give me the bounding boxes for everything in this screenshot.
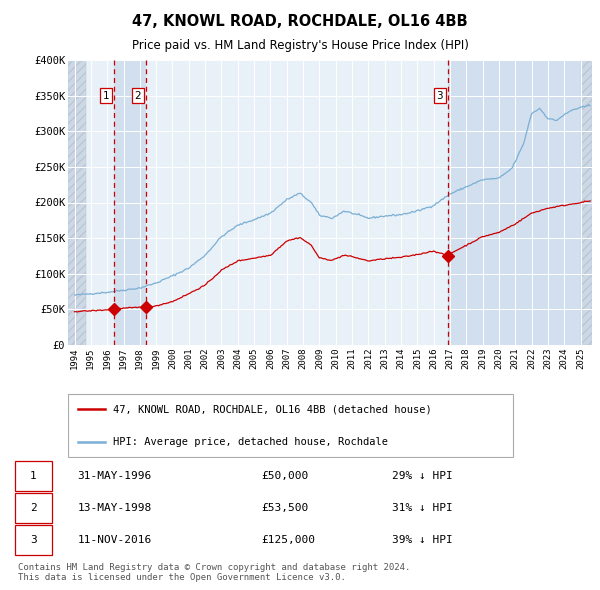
Text: £50,000: £50,000 [262, 471, 308, 481]
Text: 31-MAY-1996: 31-MAY-1996 [77, 471, 152, 481]
Text: 1: 1 [103, 91, 109, 101]
Text: Contains HM Land Registry data © Crown copyright and database right 2024.
This d: Contains HM Land Registry data © Crown c… [18, 563, 410, 582]
FancyBboxPatch shape [68, 394, 514, 457]
Text: 3: 3 [436, 91, 443, 101]
Bar [581, 60, 592, 345]
Text: 39% ↓ HPI: 39% ↓ HPI [392, 535, 453, 545]
Text: 3: 3 [30, 535, 37, 545]
Text: 29% ↓ HPI: 29% ↓ HPI [392, 471, 453, 481]
Text: 47, KNOWL ROAD, ROCHDALE, OL16 4BB (detached house): 47, KNOWL ROAD, ROCHDALE, OL16 4BB (deta… [113, 404, 431, 414]
Text: 47, KNOWL ROAD, ROCHDALE, OL16 4BB: 47, KNOWL ROAD, ROCHDALE, OL16 4BB [132, 15, 468, 30]
Text: 11-NOV-2016: 11-NOV-2016 [77, 535, 152, 545]
Text: £125,000: £125,000 [262, 535, 316, 545]
Text: 1: 1 [30, 471, 37, 481]
Text: 13-MAY-1998: 13-MAY-1998 [77, 503, 152, 513]
Text: £53,500: £53,500 [262, 503, 308, 513]
Bar [448, 60, 581, 345]
Text: Price paid vs. HM Land Registry's House Price Index (HPI): Price paid vs. HM Land Registry's House … [131, 40, 469, 53]
Bar [114, 60, 146, 345]
Bar [68, 60, 86, 345]
FancyBboxPatch shape [15, 525, 52, 555]
Text: HPI: Average price, detached house, Rochdale: HPI: Average price, detached house, Roch… [113, 437, 388, 447]
FancyBboxPatch shape [15, 493, 52, 523]
Text: 2: 2 [30, 503, 37, 513]
Text: 2: 2 [134, 91, 141, 101]
Text: 31% ↓ HPI: 31% ↓ HPI [392, 503, 453, 513]
FancyBboxPatch shape [15, 461, 52, 491]
